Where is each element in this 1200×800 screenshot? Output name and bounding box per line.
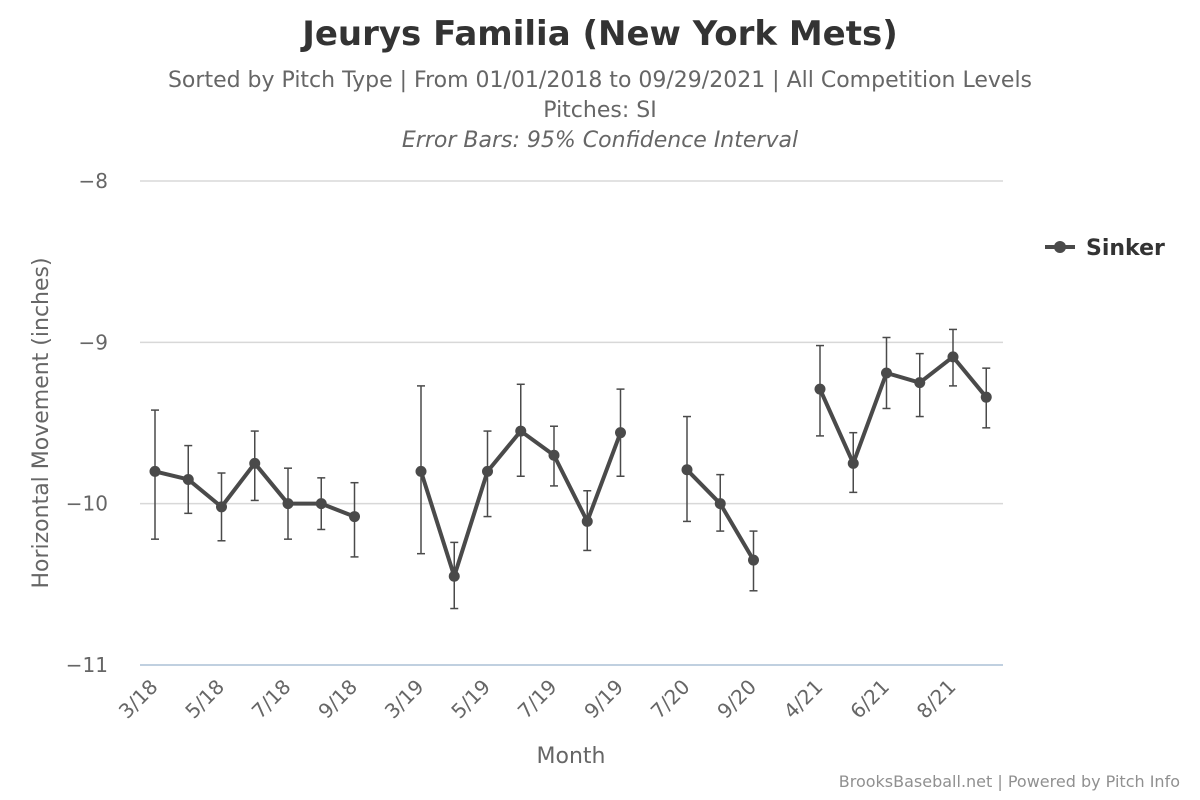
data-point-sinker — [714, 498, 726, 510]
series-line-sinker — [818, 354, 989, 466]
x-tick-label: 7/19 — [513, 675, 562, 724]
chart-subtitle-pitches: Pitches: SI — [543, 98, 657, 123]
x-tick-label: 3/18 — [114, 675, 163, 724]
x-tick-label: 7/18 — [247, 675, 296, 724]
x-tick-label: 9/20 — [712, 675, 761, 724]
data-point-sinker — [216, 501, 227, 513]
credits-link[interactable]: BrooksBaseball.net | Powered by Pitch In… — [838, 772, 1180, 791]
y-tick-label: −10 — [66, 492, 108, 516]
data-point-sinker — [282, 498, 294, 510]
legend-label-sinker: Sinker — [1086, 236, 1165, 261]
legend-marker-sinker — [1054, 241, 1066, 253]
data-point-sinker — [349, 511, 360, 523]
data-point-sinker — [914, 377, 926, 389]
x-tick-label: 7/20 — [646, 675, 695, 724]
x-tick-label: 3/19 — [380, 675, 429, 724]
x-tick-label: 9/19 — [579, 675, 628, 724]
data-point-sinker — [448, 570, 460, 582]
data-point-sinker — [182, 473, 194, 485]
data-point-sinker — [581, 515, 593, 527]
y-tick-label: −11 — [66, 653, 108, 677]
y-tick-label: −8 — [79, 169, 108, 193]
data-point-sinker — [881, 367, 892, 379]
data-point-sinker — [482, 465, 493, 477]
data-point-sinker — [947, 351, 959, 363]
data-point-sinker — [249, 457, 261, 469]
data-point-sinker — [515, 425, 527, 437]
data-point-sinker — [149, 465, 161, 477]
data-point-sinker — [548, 449, 560, 461]
x-tick-label: 5/18 — [180, 675, 229, 724]
x-axis-title: Month — [537, 744, 606, 769]
data-point-sinker — [980, 391, 992, 403]
data-point-sinker — [315, 498, 327, 510]
chart-subtitle-filters: Sorted by Pitch Type | From 01/01/2018 t… — [167, 68, 1033, 93]
y-axis-title: Horizontal Movement (inches) — [29, 257, 54, 588]
x-tick-label: 5/19 — [446, 675, 495, 724]
x-tick-label: 8/21 — [912, 675, 961, 724]
x-tick-label: 9/18 — [313, 675, 362, 724]
x-tick-label: 4/21 — [779, 675, 828, 724]
data-point-sinker — [814, 383, 826, 395]
data-point-sinker — [847, 457, 859, 469]
chart-subtitle-error-bars: Error Bars: 95% Confidence Interval — [401, 128, 799, 153]
x-tick-label: 6/21 — [845, 675, 894, 724]
data-point-sinker — [615, 427, 626, 439]
data-point-sinker — [681, 464, 693, 476]
y-tick-label: −9 — [79, 330, 108, 354]
data-point-sinker — [748, 554, 759, 566]
data-point-sinker — [415, 465, 427, 477]
chart-title: Jeurys Familia (New York Mets) — [302, 14, 898, 54]
